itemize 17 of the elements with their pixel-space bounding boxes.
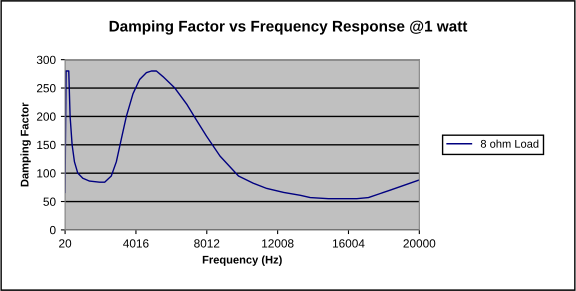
y-tick-label: 250 xyxy=(36,84,56,92)
legend-label: 8 ohm Load xyxy=(480,140,538,148)
x-tick-label: 20 xyxy=(59,239,72,248)
y-tick-label: 150 xyxy=(37,140,56,150)
y-tick-label: 300 xyxy=(36,56,56,64)
x-axis-title: Frequency (Hz) xyxy=(202,255,282,266)
x-tick-label: 8012 xyxy=(194,239,220,248)
y-axis-title: Damping Factor xyxy=(20,102,31,186)
y-tick-label: 100 xyxy=(37,169,56,178)
x-tick-label: 16004 xyxy=(332,239,365,248)
x-tick-label: 4016 xyxy=(123,239,149,248)
x-tick-label: 12008 xyxy=(262,239,294,248)
chart-title: Damping Factor vs Frequency Response @1 watt xyxy=(110,20,468,35)
x-tick-label: 20000 xyxy=(404,239,436,248)
y-tick-label: 200 xyxy=(36,112,56,121)
y-tick-label: 50 xyxy=(43,198,56,206)
y-tick-label: 0 xyxy=(50,226,56,234)
